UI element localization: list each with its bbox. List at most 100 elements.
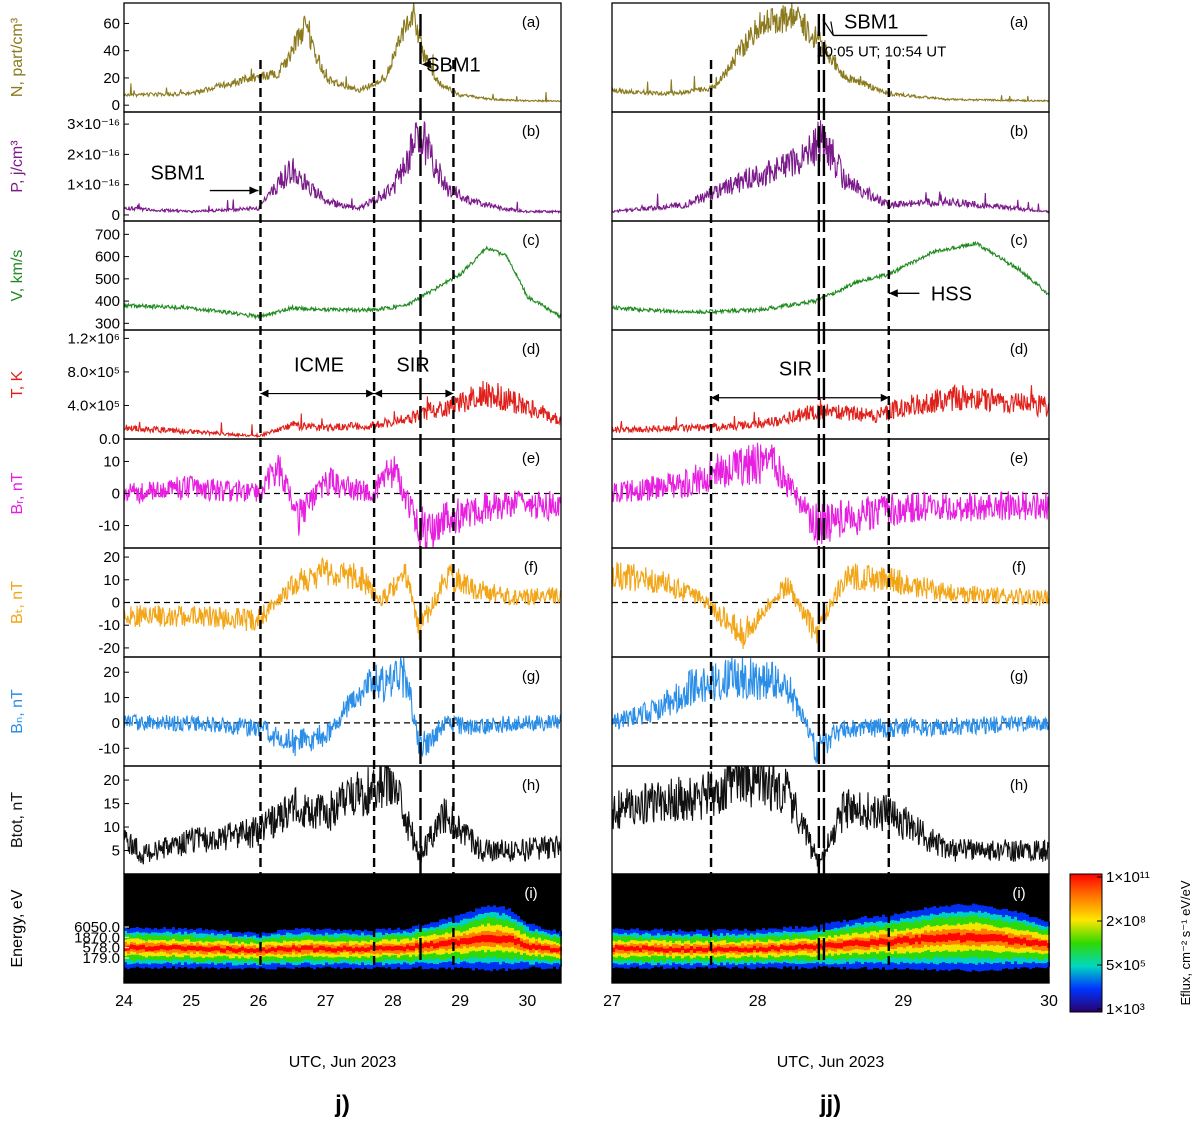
panel-j-e: -10 0 10 (e) Bᵣ, nT [9,438,562,549]
ytick-label: 1×10⁻¹⁶ [67,177,120,194]
ytick-label: 0 [112,97,120,114]
panel-tag: (a) [522,14,540,31]
spectrogram-cell [786,945,789,951]
annotation-label: SIR [779,359,812,381]
spectrogram-cell [693,944,696,953]
spectrogram-cell [705,948,708,953]
spectrogram-cell [190,945,193,951]
spectrogram-cell [774,946,777,951]
spectrogram-cell [789,945,792,950]
panel-j-h: 5 10 15 20 (h) Btot, nT [9,765,562,875]
ytick-label: 20 [103,70,120,87]
spectrogram-cell [918,937,921,945]
panel-tag: (e) [522,450,540,467]
spectrogram-cell [744,947,747,952]
arrow-head [374,389,454,398]
spectrogram-cell [741,943,744,953]
ytick-label: 700 [95,226,120,243]
spectrogram-cell [229,947,232,952]
ytick-label: 400 [95,293,120,310]
spectrogram-cell [445,940,448,947]
spectrogram-cell [804,943,807,949]
series-b [124,121,561,215]
panel-frame [611,220,1050,331]
spectrogram-cell [1002,935,1005,943]
spectrogram-cell [948,933,951,941]
annotation-label: SBM1 [426,54,480,76]
spectrogram-cell [349,946,352,951]
spectrogram-cell [145,942,148,952]
spectrogram-cell [208,947,211,952]
ytick-label: 0 [112,207,120,224]
spectrogram-cell [879,938,882,945]
spectrogram-cell [145,947,148,952]
spectrogram-cell [996,934,999,942]
series-f [612,561,1049,650]
spectrogram-cell [154,946,157,951]
panel-tag: (i) [1012,885,1025,902]
spectrogram-cell [472,936,475,944]
spectrogram-cell [265,944,268,954]
ylabel-e: Bᵣ, nT [9,472,26,514]
spectrogram-cell [924,934,927,942]
spectrogram-cell [511,936,514,943]
spectrogram-cell [304,945,307,950]
panel-j-b: 0 1×10⁻¹⁶ 2×10⁻¹⁶ 3×10⁻¹⁶ (b) P, j/cm³ [9,111,562,224]
spectrogram-cell [382,946,385,951]
spectrogram-cell [909,938,912,945]
spectrogram-cell [343,945,346,950]
spectrogram-cell [975,934,978,943]
spectrogram-cell [499,936,502,944]
spectrogram-cell [735,946,738,951]
spectrogram-cell [454,939,457,945]
xtick-label: 26 [250,993,268,1010]
panel-jj-h: (h) [611,765,1050,875]
spectrogram-cell [331,948,334,953]
spectrogram-cell [199,946,202,951]
spectrogram-cell [469,937,472,945]
ytick-label: 6050.0 [74,919,120,936]
colorbar-scale [1069,873,1103,1013]
spectrogram-cell [861,940,864,947]
spectrogram-cell [783,945,786,950]
panel-j-g: -10 0 10 20 (g) Bₙ, nT [9,656,562,767]
ytick-label: 20 [103,664,120,681]
spectrogram-cell [690,946,693,955]
spectrogram-cell [205,947,208,952]
spectrogram-cell [867,941,870,948]
spectrogram-cell [475,935,478,943]
spectrogram-cell [981,934,984,942]
annotation-icme: ICME [260,355,375,398]
panel-tag: (d) [522,341,540,358]
spectrogram-cell [825,942,828,948]
spectrogram-cell [711,948,714,953]
ytick-label: 578.0 [82,940,120,957]
spectrogram-cell [624,946,627,952]
spectrogram-cell [307,945,310,950]
ytick-label: 15 [103,796,120,813]
spectrogram-cell [226,946,229,951]
spectrogram-cell [181,946,184,951]
spectrogram-cell [630,946,633,951]
spectrogram-cell [217,946,220,951]
annotation-sub: 10:05 UT; 10:54 UT [816,43,946,60]
spectrogram-cell [484,935,487,943]
spectrogram-cell [1020,938,1023,946]
spectrogram-cell [514,938,517,946]
panel-tag: (e) [1010,450,1028,467]
series-a [612,3,1049,103]
xtick-label: 28 [384,993,402,1010]
spectrogram-cell [301,945,304,950]
spectrogram-cell [193,945,196,951]
spectrogram-cell [439,941,442,947]
spectrogram-cell [915,935,918,942]
spectrogram-cell [292,945,295,950]
ytick-label: 0.0 [99,431,120,448]
series-a [124,3,561,104]
spectrogram-cell [795,945,798,950]
spectrogram-cell [855,939,858,945]
ytick-label: 20 [103,549,120,566]
spectrogram-cell [978,934,981,942]
